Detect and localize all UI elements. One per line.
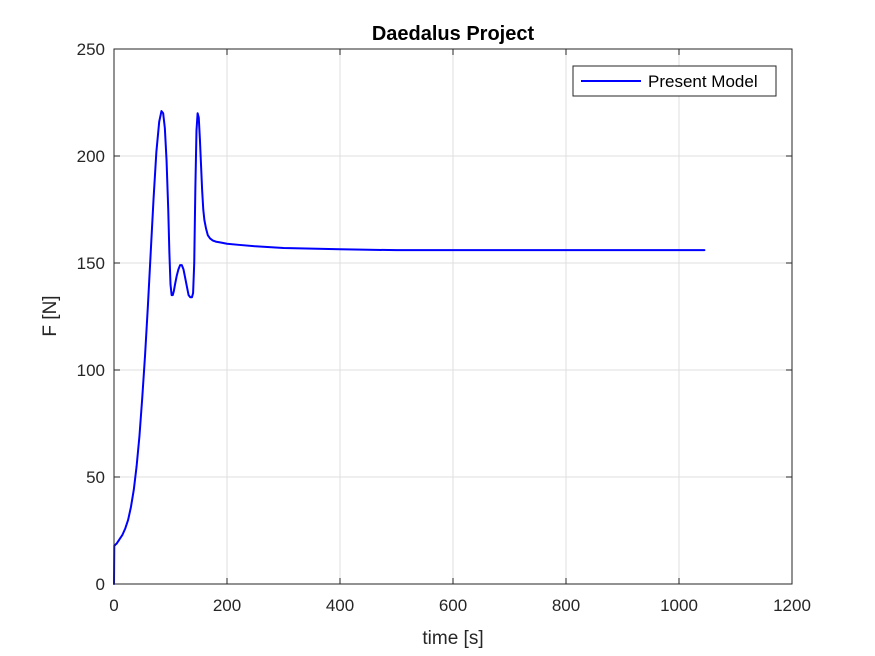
x-tick-label: 400 [326, 596, 354, 615]
y-tick-label: 50 [86, 468, 105, 487]
x-tick-label: 600 [439, 596, 467, 615]
x-tick-label: 1000 [660, 596, 698, 615]
legend-label-present-model: Present Model [648, 72, 758, 91]
grid-lines [114, 49, 792, 584]
legend: Present Model [572, 65, 777, 97]
x-tick-label: 800 [552, 596, 580, 615]
series-line-present-model [113, 110, 706, 585]
y-tick-label: 250 [77, 40, 105, 59]
series-layer [113, 110, 706, 585]
y-tick-label: 100 [77, 361, 105, 380]
y-tick-label: 0 [96, 575, 105, 594]
y-axis-label: F [N] [40, 295, 61, 336]
chart-title: Daedalus Project [372, 23, 535, 45]
y-tick-label: 200 [77, 147, 105, 166]
axis-ticks: 0 200 400 600 800 1000 1200 0 50 100 150 200 250 [77, 40, 811, 615]
x-tick-label: 0 [109, 596, 118, 615]
x-tick-label: 1200 [773, 596, 811, 615]
x-tick-label: 200 [213, 596, 241, 615]
y-tick-label: 150 [77, 254, 105, 273]
x-axis-label: time [s] [422, 628, 483, 649]
